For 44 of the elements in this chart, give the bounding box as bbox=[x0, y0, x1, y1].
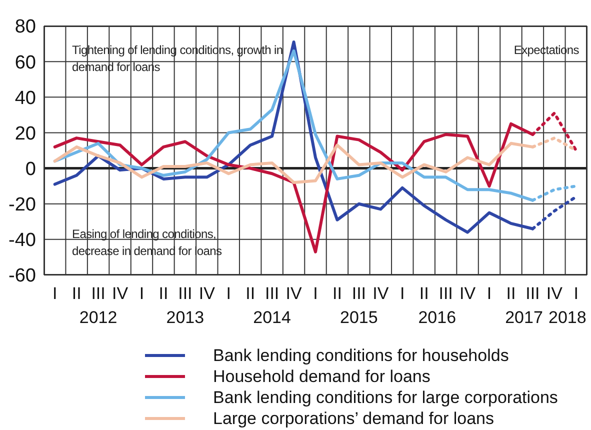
x-tick-label: IV bbox=[546, 284, 564, 304]
text: 2017 bbox=[504, 308, 544, 328]
text: 2016 bbox=[417, 308, 458, 328]
x-tick-label: II bbox=[158, 284, 168, 304]
x-tick-label: I bbox=[313, 284, 318, 304]
x-tick-label: II bbox=[419, 284, 429, 304]
y-tick-label: -40 bbox=[8, 230, 36, 252]
y-tick-label: 20 bbox=[14, 123, 36, 144]
legend-label: Household demand for loans bbox=[213, 366, 430, 386]
y-tick-label: 40 bbox=[14, 88, 36, 109]
y-tick-label: 0 bbox=[25, 159, 36, 180]
x-tick-label: I bbox=[574, 284, 579, 304]
y-tick-label: -20 bbox=[8, 194, 36, 216]
x-tick-label: I bbox=[486, 284, 492, 304]
y-tick-label: 80 bbox=[14, 16, 36, 38]
x-tick-label: IV bbox=[198, 284, 216, 304]
y-tick-label: -60 bbox=[8, 266, 36, 287]
x-tick-label: III bbox=[264, 284, 280, 304]
x-tick-label: I bbox=[52, 284, 58, 304]
x-tick-label: II bbox=[246, 284, 256, 304]
x-tick-label: IV bbox=[460, 284, 476, 304]
x-tick-label: IV bbox=[112, 284, 129, 304]
legend-label: Bank lending conditions for large corporations bbox=[213, 388, 558, 408]
x-tick-label: III bbox=[526, 284, 540, 304]
legend-label: Large corporations’ demand for loans bbox=[213, 408, 494, 428]
x-tick-label: III bbox=[438, 284, 453, 304]
text: 2012 bbox=[78, 308, 118, 328]
text: 2015 bbox=[339, 308, 379, 328]
text: 2013 bbox=[165, 308, 206, 328]
legend-label: Bank lending conditions for households bbox=[213, 346, 509, 366]
y-tick-label: 60 bbox=[14, 52, 36, 74]
x-tick-label: I bbox=[400, 284, 405, 304]
x-tick-label: I bbox=[226, 284, 231, 304]
x-tick-label: I bbox=[139, 284, 144, 304]
x-tick-label: III bbox=[178, 284, 192, 304]
text: 2014 bbox=[252, 308, 292, 328]
x-tick-label: II bbox=[506, 284, 516, 304]
x-tick-label: III bbox=[91, 284, 106, 304]
x-tick-label: II bbox=[332, 284, 342, 304]
x-tick-label: III bbox=[352, 284, 366, 304]
x-tick-label: IV bbox=[372, 284, 390, 304]
text: 2018 bbox=[548, 308, 588, 328]
x-tick-label: II bbox=[72, 284, 82, 304]
x-tick-label: IV bbox=[286, 284, 302, 304]
